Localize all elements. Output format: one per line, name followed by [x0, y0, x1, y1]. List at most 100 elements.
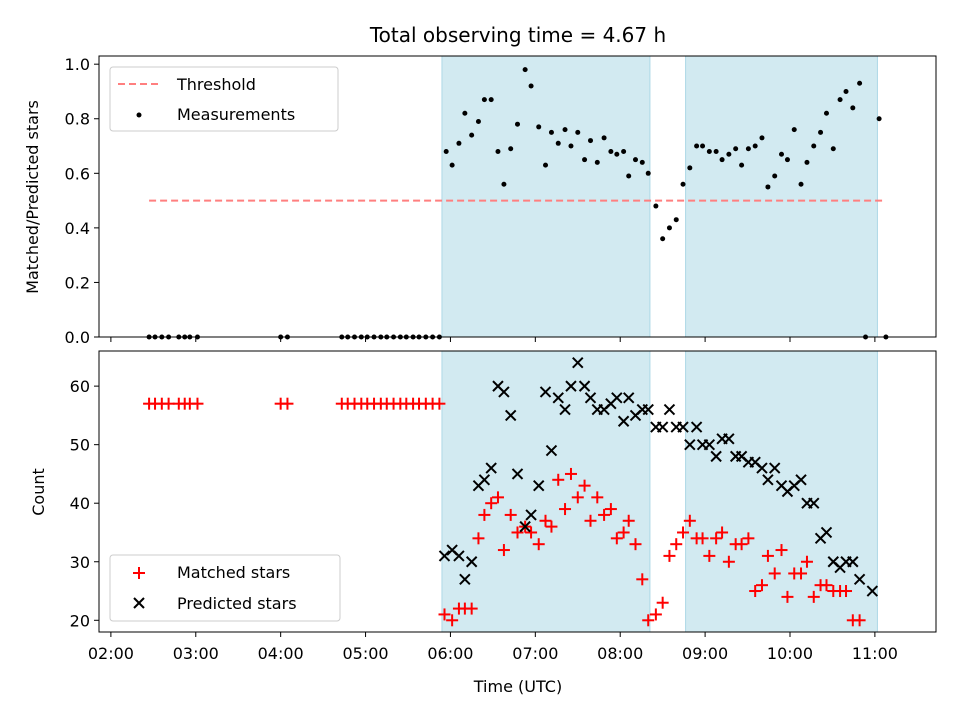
measurement-point — [694, 143, 700, 149]
measurement-point — [857, 80, 863, 86]
measurement-point — [608, 148, 614, 154]
top-x-ticks — [110, 337, 876, 342]
matched-star-point — [525, 526, 538, 539]
matched-star-point — [683, 514, 696, 527]
predicted-star-point — [762, 474, 774, 486]
matched-star-point — [649, 608, 662, 621]
measurement-point — [601, 135, 607, 141]
matched-star-point — [696, 532, 709, 545]
measurement-point — [568, 143, 574, 149]
matched-star-point — [807, 590, 820, 603]
matched-star-point — [656, 596, 669, 609]
matched-star-point — [703, 549, 716, 562]
matched-legend-label: Matched stars — [177, 563, 290, 582]
x-tick-label: 11:00 — [852, 644, 898, 663]
matched-star-point — [735, 538, 748, 551]
measurement-point — [700, 143, 706, 149]
measurement-point — [632, 157, 638, 163]
x-tick-label: 08:00 — [597, 644, 643, 663]
y-tick-label: 0.8 — [65, 110, 90, 129]
predicted-star-point — [584, 392, 597, 404]
threshold-legend-label: Threshold — [176, 75, 256, 94]
measurement-point — [653, 203, 659, 209]
predicted-star-point — [617, 415, 630, 427]
matched-star-point — [571, 491, 584, 504]
shaded-span — [441, 350, 651, 633]
predicted-star-point — [847, 556, 859, 568]
measurement-point — [850, 105, 856, 111]
matched-star-point — [663, 549, 676, 562]
bottom-legend-box — [109, 554, 341, 622]
matched-star-point — [478, 508, 491, 521]
predicted-star-point — [723, 433, 735, 445]
measurement-point — [772, 173, 778, 179]
matched-star-point — [768, 567, 781, 580]
x-tick-label: 09:00 — [682, 644, 728, 663]
matched-star-point — [761, 549, 774, 562]
measurement-point — [666, 225, 672, 231]
measurement-point — [811, 143, 817, 149]
matched-star-point — [604, 503, 617, 516]
measurement-point — [594, 159, 600, 165]
bottom-y-axis-label: Count — [29, 468, 48, 516]
measurement-point — [752, 143, 758, 149]
measurement-point — [462, 110, 468, 116]
matched-star-point — [629, 538, 642, 551]
predicted-star-point — [511, 468, 524, 480]
measurement-point — [645, 170, 651, 176]
bottom-x-ticks: 02:00 03:00 04:00 05:00 06:00 07:00 08:00 09:00… — [88, 632, 898, 663]
predicted-legend-label: Predicted stars — [177, 594, 297, 613]
predicted-star-point — [533, 479, 545, 492]
measurements-legend-label: Measurements — [177, 105, 295, 124]
matched-star-point — [539, 514, 552, 527]
matched-star-point — [472, 532, 485, 545]
predicted-star-point — [498, 386, 510, 398]
measurement-point — [475, 118, 481, 124]
predicted-star-point — [559, 403, 571, 416]
matched-star-point — [552, 473, 565, 486]
y-tick-label: 60 — [70, 377, 90, 396]
predicted-star-point — [552, 392, 564, 404]
top-y-axis-label: Matched/Predicted stars — [23, 100, 42, 294]
x-tick-label: 07:00 — [512, 644, 558, 663]
measurement-point — [759, 135, 765, 141]
y-tick-label: 0.0 — [65, 328, 90, 347]
measurement-point — [443, 148, 449, 154]
measurement-point — [575, 129, 581, 135]
measurement-point — [501, 181, 507, 187]
matched-star-point — [584, 514, 597, 527]
matched-star-point — [749, 585, 762, 598]
measurement-point — [522, 67, 528, 73]
matched-star-point — [578, 479, 591, 492]
measurement-point — [449, 162, 455, 168]
matched-star-point — [775, 544, 788, 557]
matched-star-point — [281, 397, 294, 410]
matched-star-point — [465, 602, 478, 615]
matched-star-point — [485, 497, 498, 510]
measurement-point — [582, 157, 588, 163]
predicted-star-point — [565, 380, 577, 392]
measurement-point — [495, 148, 501, 154]
predicted-star-point — [465, 556, 478, 568]
predicted-star-point — [703, 438, 716, 451]
matched-star-point — [795, 567, 808, 580]
measurement-point — [739, 162, 745, 168]
measurement-point — [798, 181, 804, 187]
x-tick-label: 03:00 — [173, 644, 219, 663]
x-axis-label: Time (UTC) — [473, 677, 562, 696]
measurement-point — [713, 148, 719, 154]
matched-star-point — [617, 526, 630, 539]
measurement-point — [837, 97, 843, 103]
predicted-star-point — [459, 573, 471, 586]
predicted-star-point — [642, 403, 654, 416]
measurement-point — [456, 140, 462, 146]
matched-star-point — [716, 526, 729, 539]
predicted-star-point — [505, 409, 517, 422]
matched-star-point — [591, 491, 604, 504]
top-panel: 0.0 0.2 0.4 0.6 0.8 1.0 Matched/Predicted sta… — [23, 55, 937, 347]
y-tick-label: 50 — [70, 436, 90, 455]
x-tick-label: 02:00 — [88, 644, 134, 663]
predicted-star-point — [684, 438, 696, 451]
matched-legend-swatch — [133, 567, 145, 579]
